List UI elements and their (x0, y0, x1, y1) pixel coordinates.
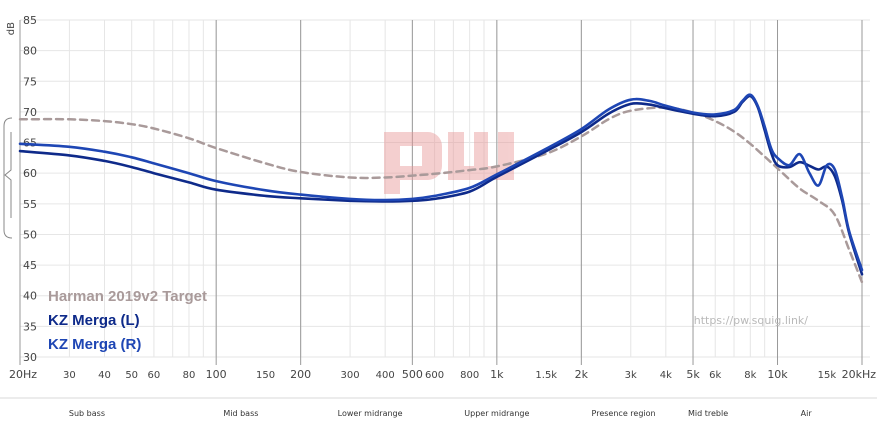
x-axis: 20Hz 30 40 50 60 80 100 150 200 300 400 500 600 800 1k… (9, 368, 876, 381)
legend-entry[interactable]: KZ Merga (L) (48, 312, 140, 329)
watermark-letter-w (448, 132, 514, 180)
y-tick-label: 45 (23, 259, 37, 272)
x-tick-label: 1k (490, 368, 504, 381)
y-tick-label: 70 (23, 106, 37, 119)
x-tick-label: 20Hz (9, 368, 37, 381)
credit-link[interactable]: https://pw.squig.link/ (694, 314, 809, 327)
region-label: Lower midrange (338, 409, 403, 418)
region-label: Mid treble (688, 409, 728, 418)
x-tick-label: 50 (125, 370, 138, 381)
x-tick-label: 80 (183, 370, 196, 381)
left-channel-curve[interactable] (18, 94, 864, 276)
y-tick-label: 30 (23, 351, 37, 364)
legend-entry[interactable]: Harman 2019v2 Target (48, 288, 207, 305)
region-label: Presence region (592, 409, 656, 418)
x-tick-label: 2k (575, 368, 589, 381)
y-tick-label: 80 (23, 45, 37, 58)
x-tick-label: 5k (686, 368, 700, 381)
x-tick-label: 60 (148, 370, 161, 381)
x-tick-label: 10k (767, 368, 788, 381)
y-tick-label: 50 (23, 228, 37, 241)
region-label: Sub bass (69, 409, 105, 418)
y-tick-label: 40 (23, 290, 37, 303)
curves (18, 93, 864, 284)
watermark-letter-p (384, 132, 442, 194)
x-tick-label: 800 (460, 370, 479, 381)
region-label: Mid bass (223, 409, 258, 418)
y-tick-label: 85 (23, 14, 37, 27)
right-channel-curve[interactable] (18, 93, 864, 272)
x-tick-label: 3k (625, 370, 637, 381)
x-tick-label: 8k (744, 370, 756, 381)
y-scale-handle[interactable] (3, 117, 13, 239)
x-tick-label: 40 (98, 370, 111, 381)
y-unit-label: dB (6, 22, 17, 35)
region-label: Air (801, 409, 813, 418)
x-tick-label: 400 (376, 370, 395, 381)
x-tick-label: 300 (341, 370, 360, 381)
y-tick-label: 60 (23, 167, 37, 180)
x-tick-label: 6k (709, 370, 721, 381)
x-tick-label: 1.5k (535, 370, 557, 381)
x-tick-label: 15k (818, 370, 837, 381)
x-tick-label: 100 (206, 368, 227, 381)
x-tick-label: 150 (256, 370, 275, 381)
x-tick-label: 30 (63, 370, 76, 381)
region-label: Upper midrange (464, 409, 529, 418)
x-tick-label: 200 (290, 368, 311, 381)
y-tick-label: 75 (23, 75, 37, 88)
legend-entry[interactable]: KZ Merga (R) (48, 336, 141, 353)
pw-watermark (384, 132, 514, 194)
x-tick-label: 600 (425, 370, 444, 381)
x-tick-label: 500 (402, 368, 423, 381)
x-tick-label: 20kHz (842, 368, 877, 381)
y-tick-label: 55 (23, 198, 37, 211)
legend: Harman 2019v2 Target KZ Merga (L) KZ Merga… (48, 288, 207, 353)
y-tick-label: 35 (23, 320, 37, 333)
target-curve[interactable] (18, 106, 864, 284)
frequency-regions: Sub bass Mid bass Lower midrange Upper midr… (69, 409, 812, 418)
x-tick-label: 4k (660, 370, 672, 381)
